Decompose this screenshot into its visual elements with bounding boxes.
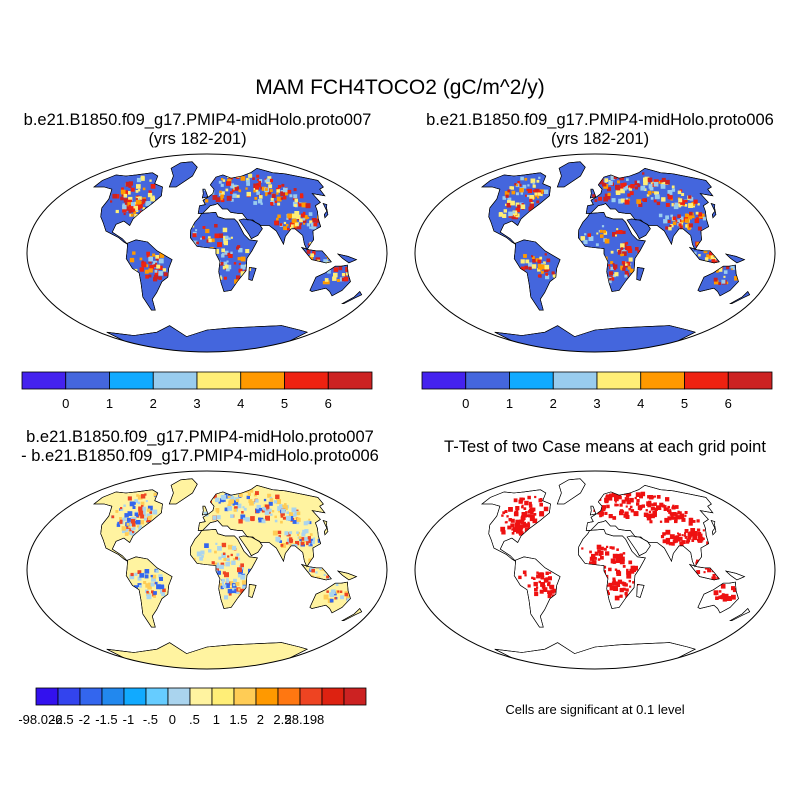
colorbar-swatch bbox=[299, 687, 323, 706]
map-panel-difference bbox=[26, 470, 388, 670]
colorbar-label: -2 bbox=[79, 712, 91, 727]
colorbar-label: 0 bbox=[169, 712, 176, 727]
colorbar-label: -98.026 bbox=[18, 712, 62, 727]
panel-3-title-line2: - b.e21.B1850.f09_g17.PMIP4-midHolo.prot… bbox=[21, 447, 379, 465]
figure-title: MAM FCH4TOCO2 (gC/m^2/y) bbox=[255, 76, 545, 99]
panel-4-title-line1: T-Test of two Case means at each grid po… bbox=[444, 438, 766, 456]
colorbar-swatch bbox=[101, 687, 125, 706]
map-border bbox=[414, 153, 776, 353]
colorbar-swatch bbox=[57, 687, 81, 706]
colorbar-label: -.5 bbox=[143, 712, 158, 727]
continent-madagascar bbox=[636, 583, 645, 598]
colorbar-label: -1.5 bbox=[95, 712, 117, 727]
colorbar-swatch bbox=[233, 687, 257, 706]
colorbar-swatch bbox=[21, 371, 67, 390]
colorbar-swatch bbox=[255, 687, 279, 706]
colorbar-difference: -98.026-2.5 -2 -1.5 -1 -.5 0 .5 1 1.5 2 2.528.198 bbox=[18, 687, 367, 727]
significance-note: Cells are significant at 0.1 level bbox=[505, 702, 685, 717]
map-border bbox=[26, 153, 388, 353]
panel-2-title: b.e21.B1850.f09_g17.PMIP4-midHolo.proto0… bbox=[410, 111, 790, 149]
panel-3-title-line1: b.e21.B1850.f09_g17.PMIP4-midHolo.proto0… bbox=[26, 428, 374, 446]
map-panel-ttest bbox=[414, 470, 776, 670]
colorbar-swatch bbox=[65, 371, 110, 390]
colorbar-swatch bbox=[79, 687, 103, 706]
colorbar-swatch bbox=[152, 371, 198, 390]
colorbar-label: -2.5 bbox=[51, 712, 73, 727]
colorbar-label: 2 bbox=[257, 712, 264, 727]
colorbar-label: 5 bbox=[281, 396, 288, 411]
colorbar-swatch bbox=[145, 687, 169, 706]
colorbar-label: 1 bbox=[506, 396, 513, 411]
colorbar-label: 1 bbox=[213, 712, 220, 727]
colorbar-swatch bbox=[509, 371, 554, 390]
colorbar-swatch bbox=[240, 371, 285, 390]
colorbar-label: 5 bbox=[681, 396, 688, 411]
colorbar-swatch bbox=[684, 371, 729, 390]
colorbar-swatch bbox=[167, 687, 191, 706]
map-panel-case2 bbox=[414, 153, 776, 353]
colorbar-swatch bbox=[421, 371, 467, 390]
colorbar-label: 1 bbox=[106, 396, 113, 411]
colorbar-swatch bbox=[596, 371, 642, 390]
panel-1-title: b.e21.B1850.f09_g17.PMIP4-midHolo.proto0… bbox=[10, 111, 385, 149]
colorbar-swatch bbox=[640, 371, 685, 390]
colorbar-swatch bbox=[109, 371, 154, 390]
continent-antarctica bbox=[494, 325, 697, 352]
colorbar-swatch bbox=[727, 371, 773, 390]
colorbar-label: 0 bbox=[462, 396, 469, 411]
continent-madagascar bbox=[636, 266, 645, 281]
colorbar-swatch bbox=[196, 371, 242, 390]
data-cells bbox=[111, 488, 360, 603]
colorbar-label: 4 bbox=[637, 396, 644, 411]
continent-antarctica bbox=[106, 642, 309, 669]
colorbar-swatch bbox=[327, 371, 373, 390]
colorbar-case2: 0 1 2 3 4 5 6 bbox=[421, 371, 773, 411]
colorbar-swatch bbox=[321, 687, 345, 706]
map-border bbox=[414, 470, 776, 670]
panel-2-title-line2: (yrs 182-201) bbox=[550, 130, 650, 148]
colorbar-label: 2 bbox=[150, 396, 157, 411]
colorbar-label: 1.5 bbox=[229, 712, 247, 727]
colorbar-label: 4 bbox=[237, 396, 244, 411]
colorbar-swatch bbox=[211, 687, 235, 706]
colorbar-swatch bbox=[465, 371, 510, 390]
map-panel-case1 bbox=[26, 153, 388, 353]
colorbar-label: -1 bbox=[123, 712, 135, 727]
panel-1-title-line2: (yrs 182-201) bbox=[148, 130, 247, 148]
colorbar-label: 6 bbox=[725, 396, 732, 411]
colorbar-swatch bbox=[189, 687, 213, 706]
colorbar-label: .5 bbox=[189, 712, 200, 727]
continent-antarctica bbox=[106, 325, 309, 352]
panel-3-title: b.e21.B1850.f09_g17.PMIP4-midHolo.proto0… bbox=[5, 428, 395, 466]
panel-2-title-line1: b.e21.B1850.f09_g17.PMIP4-midHolo.proto0… bbox=[426, 111, 774, 129]
panel-4-title: T-Test of two Case means at each grid po… bbox=[415, 438, 795, 457]
colorbar-label: 2.5 bbox=[273, 712, 291, 727]
map-border bbox=[26, 470, 388, 670]
colorbar-label: 0 bbox=[62, 396, 69, 411]
continent-madagascar bbox=[248, 583, 257, 598]
colorbar-case1: 0 1 2 3 4 5 6 bbox=[21, 371, 373, 411]
colorbar-swatch bbox=[552, 371, 598, 390]
colorbar-label: 3 bbox=[593, 396, 600, 411]
colorbar-label: 28.198 bbox=[285, 712, 325, 727]
colorbar-swatch bbox=[35, 687, 59, 706]
panel-1-title-line1: b.e21.B1850.f09_g17.PMIP4-midHolo.proto0… bbox=[23, 111, 372, 129]
colorbar-label: 2 bbox=[550, 396, 557, 411]
colorbar-swatch bbox=[277, 687, 301, 706]
colorbar-label: 6 bbox=[325, 396, 332, 411]
colorbar-swatch bbox=[123, 687, 147, 706]
continent-antarctica bbox=[494, 642, 697, 669]
colorbar-label: 3 bbox=[193, 396, 200, 411]
colorbar-swatch bbox=[343, 687, 367, 706]
colorbar-swatch bbox=[284, 371, 329, 390]
